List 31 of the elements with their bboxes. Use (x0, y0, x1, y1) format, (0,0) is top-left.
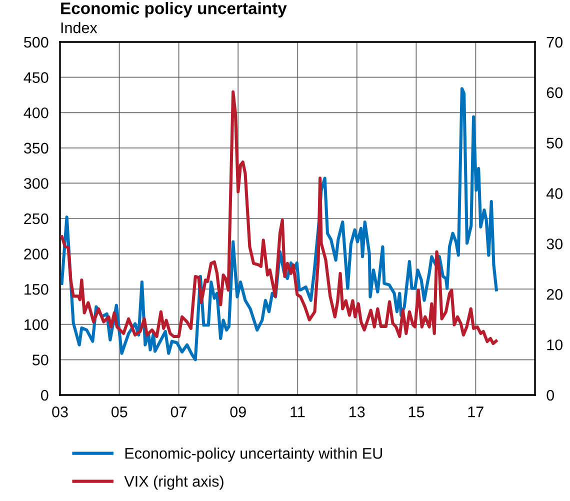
chart-title: Economic policy uncertainty (61, 2, 287, 18)
x-tick-label: 03 (52, 406, 68, 418)
x-tick-label: 07 (170, 406, 186, 418)
y-tick-label: 100 (24, 319, 48, 330)
y-tick-label: 300 (24, 178, 48, 189)
y-tick-label: 450 (24, 72, 48, 83)
y2-tick-label: 30 (546, 238, 563, 250)
y-tick-label: 200 (24, 248, 48, 260)
y2-tick-label: 20 (546, 289, 563, 300)
y2-tick-label: 60 (546, 87, 563, 98)
y-tick-label: 500 (24, 36, 48, 48)
x-tick-label: 05 (111, 406, 128, 418)
y2-tick-label: 50 (546, 138, 563, 149)
y2-tick-label: 40 (546, 188, 563, 199)
x-tick-label: 17 (468, 406, 484, 418)
x-tick-label: 11 (290, 406, 305, 418)
x-tick-label: 15 (408, 406, 424, 418)
x-tick-label: 09 (230, 406, 246, 418)
y-tick-label: 50 (32, 354, 48, 366)
y-axis-title: Index (61, 22, 98, 34)
y-tick-label: 250 (24, 213, 48, 224)
y2-tick-label: 0 (546, 390, 554, 401)
x-tick-label: 13 (350, 406, 365, 418)
y2-tick-label: 70 (546, 36, 563, 48)
legend-label: VIX (right axis) (124, 476, 224, 490)
y-tick-label: 150 (24, 284, 48, 295)
legend-label: Economic-policy uncertainty within EU (125, 448, 382, 462)
y-tick-label: 0 (40, 390, 48, 401)
y-tick-label: 400 (24, 107, 48, 118)
y-tick-label: 350 (24, 142, 48, 154)
y2-tick-label: 10 (547, 339, 563, 350)
